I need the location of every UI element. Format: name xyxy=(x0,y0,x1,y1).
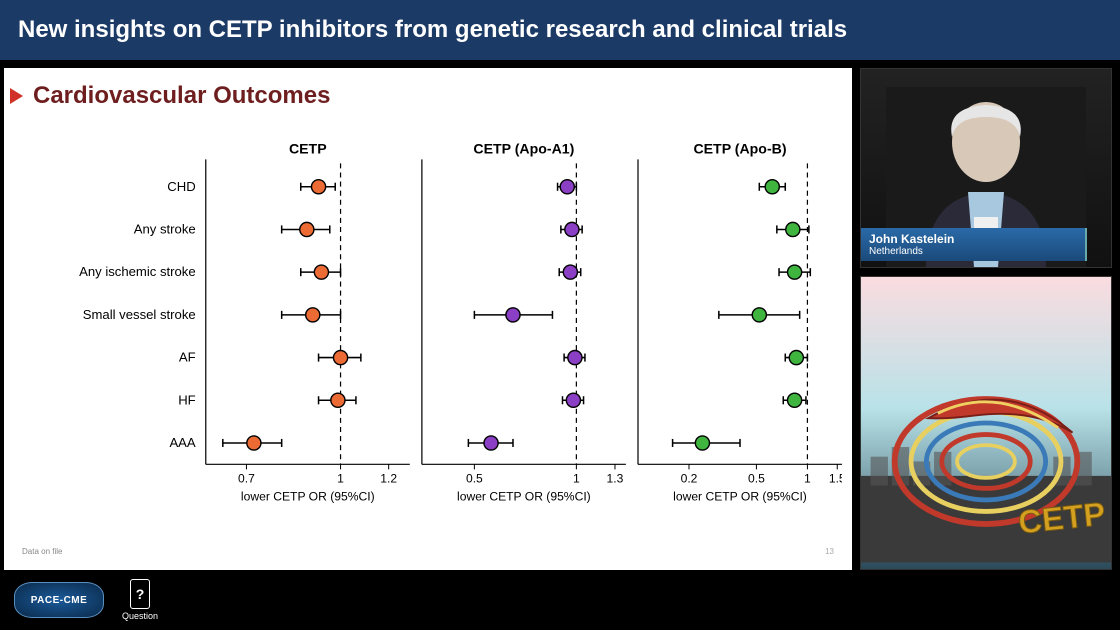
forest-point xyxy=(786,222,800,236)
forest-point xyxy=(563,265,577,279)
forest-point xyxy=(560,180,574,194)
forest-plot: CHD Any stroke Any ischemic stroke Small ve… xyxy=(24,128,842,530)
x-tick-label: 1.2 xyxy=(380,472,397,486)
speaker-name: John Kastelein xyxy=(869,232,1077,246)
x-axis-label: lower CETP OR (95%CI) xyxy=(673,490,807,504)
forest-point xyxy=(695,436,709,450)
speaker-country: Netherlands xyxy=(869,246,1077,257)
x-tick-label: 0.5 xyxy=(748,472,765,486)
panel-title: CETP (Apo-A1) xyxy=(473,140,574,156)
forest-point xyxy=(506,308,520,322)
page-title: New insights on CETP inhibitors from gen… xyxy=(18,16,847,44)
forest-point xyxy=(788,393,802,407)
forest-point xyxy=(568,350,582,364)
question-label: Question xyxy=(122,611,158,621)
outcome-label: HF xyxy=(178,392,195,407)
brand-logo[interactable]: PACE-CME xyxy=(14,582,104,618)
footer-bar: PACE-CME ? Question xyxy=(0,570,1120,630)
x-axis-label: lower CETP OR (95%CI) xyxy=(241,490,375,504)
panel-title: CETP (Apo-B) xyxy=(693,140,786,156)
forest-point xyxy=(311,180,325,194)
brand-logo-text: PACE-CME xyxy=(31,595,88,606)
slide-page-number: 13 xyxy=(825,547,834,556)
forest-point xyxy=(247,436,261,450)
forest-point xyxy=(333,350,347,364)
slide-title-row: Cardiovascular Outcomes xyxy=(4,68,852,110)
conference-logo-icon: CETP xyxy=(861,277,1111,569)
x-tick-label: 1 xyxy=(573,472,580,486)
outcome-label: Small vessel stroke xyxy=(83,307,196,322)
forest-point xyxy=(331,393,345,407)
forest-point xyxy=(752,308,766,322)
forest-plot-svg: CHD Any stroke Any ischemic stroke Small ve… xyxy=(24,128,842,530)
outcome-label: Any ischemic stroke xyxy=(79,264,196,279)
forest-point xyxy=(789,350,803,364)
right-column: John Kastelein Netherlands xyxy=(860,60,1120,570)
header-bar: New insights on CETP inhibitors from gen… xyxy=(0,0,1120,60)
panel-title: CETP xyxy=(289,140,327,156)
forest-point xyxy=(566,393,580,407)
conference-logo-panel: CETP xyxy=(860,276,1112,570)
speaker-nametag: John Kastelein Netherlands xyxy=(861,228,1087,261)
speaker-video: John Kastelein Netherlands xyxy=(860,68,1112,268)
forest-point xyxy=(484,436,498,450)
forest-point xyxy=(306,308,320,322)
forest-point xyxy=(300,222,314,236)
x-tick-label: 1.3 xyxy=(607,472,624,486)
x-tick-label: 1 xyxy=(337,472,344,486)
outcome-label: AAA xyxy=(169,435,195,450)
slide-title: Cardiovascular Outcomes xyxy=(33,82,330,110)
triangle-bullet-icon xyxy=(10,88,23,104)
question-button[interactable]: ? Question xyxy=(122,579,158,621)
forest-point xyxy=(565,222,579,236)
x-tick-label: 0.5 xyxy=(466,472,483,486)
x-tick-label: 1.5 xyxy=(829,472,842,486)
x-axis-label: lower CETP OR (95%CI) xyxy=(457,490,591,504)
forest-point xyxy=(788,265,802,279)
x-tick-label: 0.2 xyxy=(681,472,698,486)
outcome-label: CHD xyxy=(167,179,195,194)
forest-point xyxy=(765,180,779,194)
forest-point xyxy=(314,265,328,279)
x-tick-label: 0.7 xyxy=(238,472,255,486)
outcome-label: Any stroke xyxy=(134,221,196,236)
data-source-note: Data on file xyxy=(22,547,62,556)
outcome-label: AF xyxy=(179,350,196,365)
x-tick-label: 1 xyxy=(804,472,811,486)
question-icon: ? xyxy=(130,579,150,609)
slide-panel: Cardiovascular Outcomes CHD Any stroke Any… xyxy=(4,68,852,570)
main-area: Cardiovascular Outcomes CHD Any stroke Any… xyxy=(0,60,1120,570)
